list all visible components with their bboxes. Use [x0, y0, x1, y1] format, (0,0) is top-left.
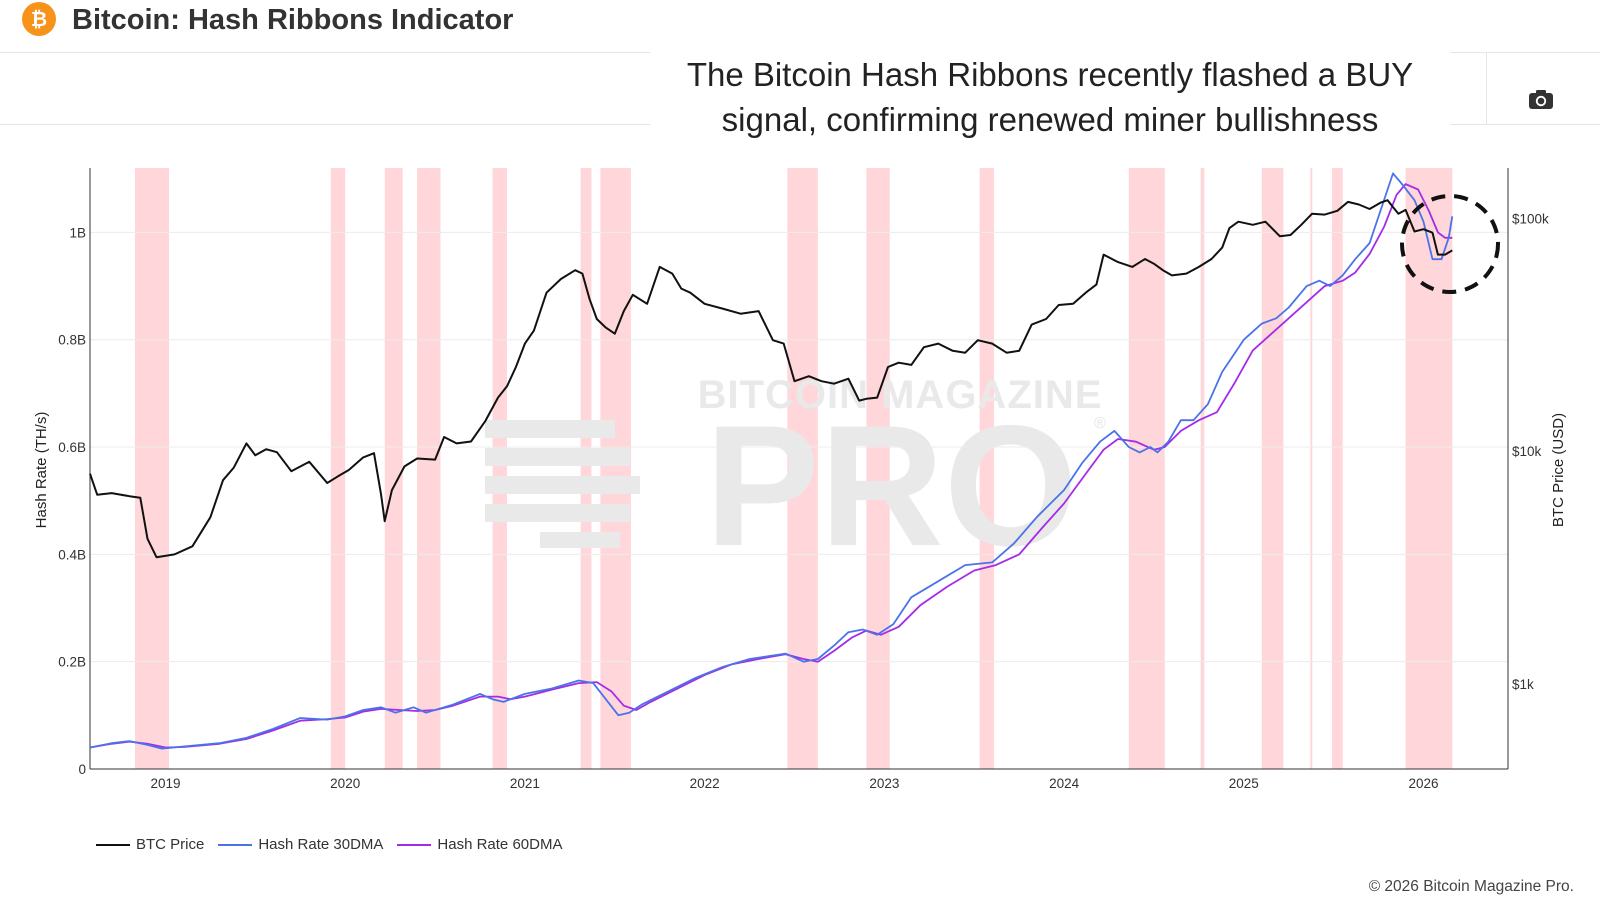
copyright-footer: © 2026 Bitcoin Magazine Pro. [1368, 878, 1574, 895]
highlight-circle [1400, 194, 1500, 294]
capitulation-band [1405, 168, 1453, 769]
x-tick-label: 2026 [1409, 776, 1439, 791]
y-tick-label: 0.2B [58, 655, 86, 670]
watermark-logo-stripe [485, 448, 630, 466]
legend-swatch [218, 843, 253, 846]
series-hash-rate-60dma [89, 183, 1453, 749]
capitulation-band [330, 168, 346, 769]
y2-tick-label: $100k [1512, 212, 1549, 227]
buy-signal-circle [1400, 194, 1500, 294]
y2-tick-label: $1k [1512, 677, 1534, 692]
x-tick-label: 2025 [1229, 776, 1259, 791]
legend-swatch [397, 843, 432, 846]
capitulation-band [979, 168, 994, 769]
x-tick-label: 2019 [150, 776, 180, 791]
legend-label: Hash Rate 30DMA [258, 836, 384, 853]
y-axis-label-right: BTC Price (USD) [1550, 413, 1567, 527]
capitulation-band [787, 168, 818, 769]
y-axis-label-left: Hash Rate (TH/s) [33, 412, 50, 529]
capitulation-band [1310, 168, 1313, 769]
legend-item-hash-60dma[interactable]: Hash Rate 60DMA [397, 836, 562, 853]
series [89, 172, 1454, 750]
series-hash-rate-30dma [89, 172, 1454, 750]
x-tick-label: 2022 [690, 776, 720, 791]
x-tick-label: 2024 [1049, 776, 1080, 791]
y2-tick-label: $10k [1512, 444, 1542, 459]
annotation-line-2: signal, confirming renewed miner bullish… [721, 101, 1379, 138]
header-bar: ₿ Bitcoin: Hash Ribbons Indicator [0, 0, 1600, 53]
x-tick-label: 2023 [869, 776, 899, 791]
capitulation-band [600, 168, 631, 769]
capitulation-bands [134, 168, 1453, 769]
page-title: Bitcoin: Hash Ribbons Indicator [72, 4, 514, 36]
watermark-logo-stripe [540, 532, 620, 548]
legend: BTC Price Hash Rate 30DMA Hash Rate 60DM… [96, 836, 576, 853]
x-tick-label: 2021 [510, 776, 540, 791]
y-tick-label: 0.6B [58, 440, 86, 455]
legend-label: Hash Rate 60DMA [437, 836, 563, 853]
y-tick-label: 0 [78, 762, 86, 777]
capitulation-band [1200, 168, 1205, 769]
watermark: BITCOIN MAGAZINE PRO ® [485, 373, 1106, 582]
x-tick-label: 2020 [330, 776, 360, 791]
camera-icon[interactable] [1528, 88, 1554, 110]
axes: 0 0.2B 0.4B 0.6B 0.8B 1B $1k $10k $100k 2019 2020 2… [58, 168, 1549, 791]
y-tick-label: 0.4B [58, 547, 86, 562]
capitulation-band [866, 168, 890, 769]
watermark-logo-stripe [485, 504, 630, 522]
watermark-text: BITCOIN MAGAZINE [698, 373, 1103, 417]
capitulation-band [417, 168, 441, 769]
capitulation-band [1331, 168, 1343, 769]
toolbar-divider [1486, 53, 1487, 124]
watermark-pro: PRO [705, 390, 1078, 582]
gridlines [90, 231, 1508, 663]
legend-label: BTC Price [136, 836, 205, 853]
legend-item-btc-price[interactable]: BTC Price [96, 836, 204, 853]
capitulation-band [492, 168, 507, 769]
series-btc-price [89, 199, 1453, 559]
watermark-registered: ® [1094, 415, 1106, 432]
capitulation-band [1261, 168, 1284, 769]
watermark-logo-stripe [485, 420, 615, 438]
capitulation-band [580, 168, 592, 769]
capitulation-band [384, 168, 403, 769]
capitulation-band [1128, 168, 1165, 769]
capitulation-band [134, 168, 170, 769]
annotation-callout: The Bitcoin Hash Ribbons recently flashe… [650, 52, 1450, 138]
annotation-line-1: The Bitcoin Hash Ribbons recently flashe… [686, 56, 1414, 93]
watermark-logo-stripe [485, 476, 640, 494]
legend-swatch [96, 843, 130, 846]
y-tick-label: 0.8B [58, 333, 86, 348]
watermark-logo-icon [485, 420, 640, 548]
y-tick-label: 1B [69, 225, 86, 240]
legend-item-hash-30dma[interactable]: Hash Rate 30DMA [218, 836, 383, 853]
bitcoin-logo-icon: ₿ [22, 2, 56, 36]
